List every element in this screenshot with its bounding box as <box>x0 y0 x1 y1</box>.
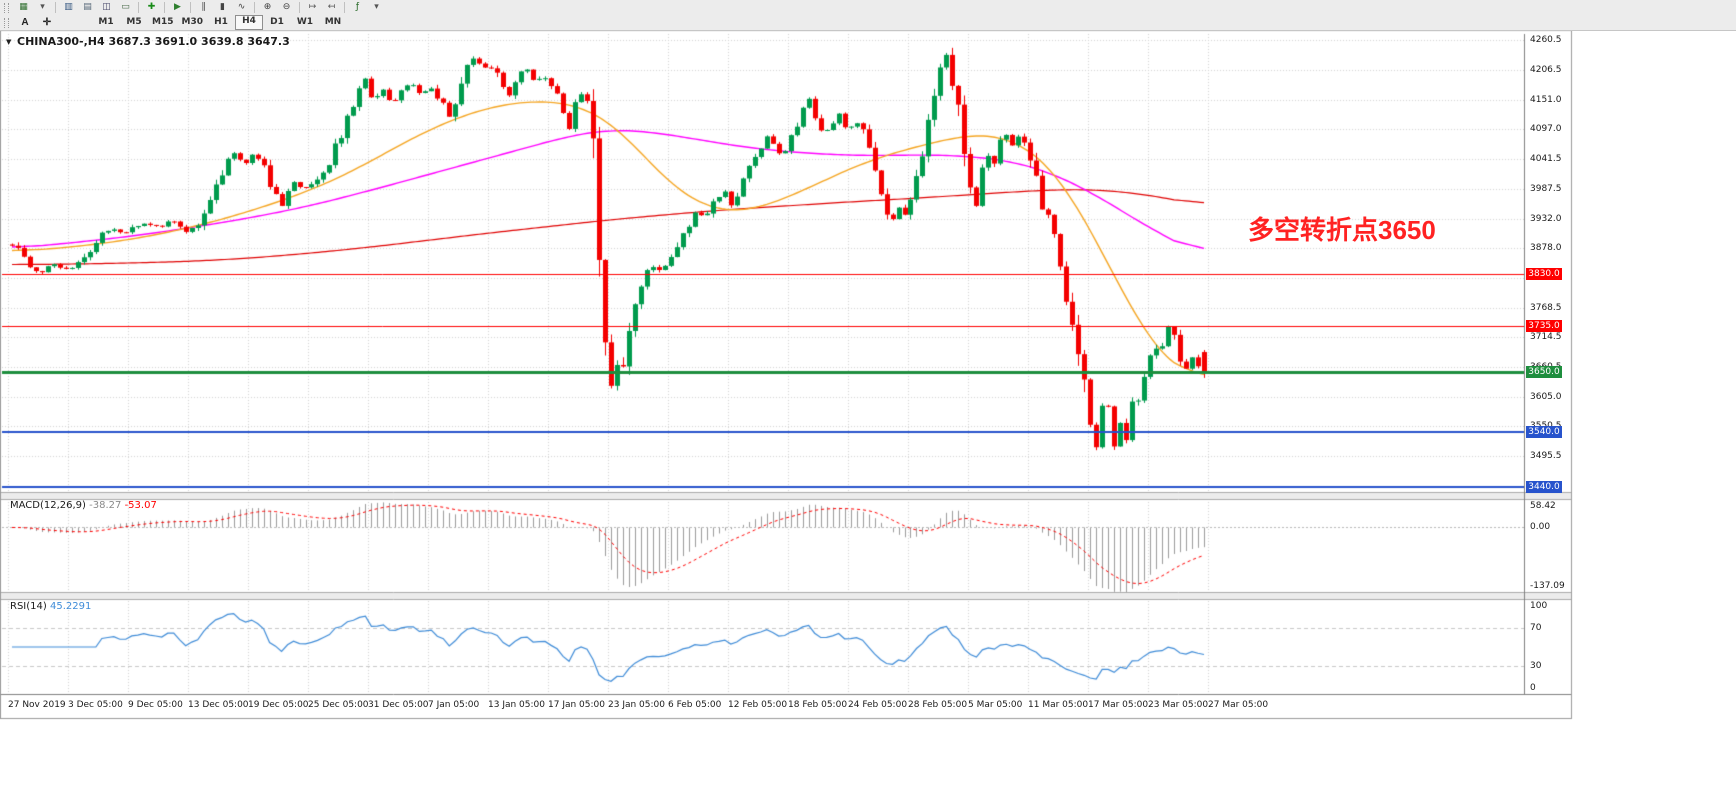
time-axis-label: 12 Feb 05:00 <box>728 700 788 710</box>
timeframe-w1[interactable]: W1 <box>296 17 314 27</box>
macd-value-signal: -53.07 <box>124 500 157 511</box>
chart-bars-icon[interactable]: ∥ <box>201 2 206 12</box>
new-chart-icon[interactable]: ▦ <box>19 2 28 12</box>
templates-icon[interactable]: ▾ <box>374 2 379 12</box>
zoom-out-icon[interactable]: ⊖ <box>282 2 291 12</box>
macd-axis-label: 0.00 <box>1530 522 1551 533</box>
price-tag-3735.0[interactable]: 3735.0 <box>1526 320 1562 333</box>
auto-scroll-icon[interactable]: ↦ <box>308 2 317 12</box>
rsi-axis-label: 30 <box>1530 660 1542 671</box>
toolbar-separator <box>299 2 300 13</box>
time-axis-label: 13 Jan 05:00 <box>488 700 545 710</box>
data-window-icon[interactable]: ▤ <box>83 2 92 12</box>
time-axis-label: 13 Dec 05:00 <box>188 700 249 710</box>
price-tag-3540.0[interactable]: 3540.0 <box>1526 426 1562 439</box>
price-axis-label: 4041.5 <box>1530 154 1562 165</box>
toolbar-separator <box>55 2 56 13</box>
rsi-axis-label: 100 <box>1530 601 1548 611</box>
price-axis-label: 4097.0 <box>1530 124 1562 135</box>
profiles-icon[interactable]: ▾ <box>40 2 45 12</box>
main-toolbar: ▦ ▾ ▥ ▤ ◫ ▭ ✚ ▶ ∥ ▮ ∿ ⊕ ⊖ ↦ ↤ ƒ ▾ A ✛ M1 M5 M15 M30 H1 H4 D1 W1… <box>0 0 1736 31</box>
timeframe-m30[interactable]: M30 <box>181 17 203 27</box>
rsi-name: RSI(14) <box>10 601 47 612</box>
timeframe-mn[interactable]: MN <box>324 17 342 27</box>
timeframe-m5[interactable]: M5 <box>126 17 142 27</box>
chart-title: CHINA300-,H4 3687.3 3691.0 3639.8 3647.3 <box>17 35 290 48</box>
text-tool-button[interactable]: A <box>17 16 33 29</box>
time-axis-label: 18 Feb 05:00 <box>788 700 848 710</box>
time-axis-label: 28 Feb 05:00 <box>908 700 968 710</box>
time-axis-label: 23 Mar 05:00 <box>1148 700 1209 710</box>
zoom-in-icon[interactable]: ⊕ <box>263 2 272 12</box>
time-axis-label: 9 Dec 05:00 <box>128 700 183 710</box>
toolbar-grip-2[interactable] <box>4 17 9 28</box>
price-axis-label: 3714.5 <box>1530 332 1562 343</box>
chart-shift-icon[interactable]: ↤ <box>327 2 336 12</box>
price-axis-label: 4206.5 <box>1530 64 1562 75</box>
rsi-axis-label: 0 <box>1530 683 1536 693</box>
time-axis-label: 19 Dec 05:00 <box>248 700 309 710</box>
macd-value-main: -38.27 <box>89 500 122 511</box>
chart-candles-icon[interactable]: ▮ <box>220 2 225 12</box>
autotrading-icon[interactable]: ▶ <box>174 2 181 12</box>
terminal-icon[interactable]: ▭ <box>121 2 130 12</box>
rsi-label: RSI(14) 45.2291 <box>10 601 91 612</box>
time-axis-label: 17 Jan 05:00 <box>548 700 605 710</box>
timeframe-m1[interactable]: M1 <box>98 17 114 27</box>
time-axis-label: 25 Dec 05:00 <box>308 700 369 710</box>
toolbar-separator <box>164 2 165 13</box>
time-axis-label: 31 Dec 05:00 <box>368 700 429 710</box>
time-axis-label: 27 Nov 2019 <box>8 700 66 710</box>
toolbar-separator <box>190 2 191 13</box>
time-axis-label: 27 Mar 05:00 <box>1208 700 1269 710</box>
timeframe-d1[interactable]: D1 <box>270 17 284 27</box>
time-axis-label: 17 Mar 05:00 <box>1088 700 1149 710</box>
rsi-value: 45.2291 <box>49 601 92 612</box>
symbol-dropdown-caret[interactable]: ▼ <box>6 38 12 46</box>
price-axis-label: 3932.0 <box>1530 213 1562 224</box>
toolbar-separator <box>344 2 345 13</box>
macd-label: MACD(12,26,9) -38.27 -53.07 <box>10 500 157 511</box>
market-watch-icon[interactable]: ▥ <box>64 2 73 12</box>
timeframe-buttons: M1 M5 M15 M30 H1 H4 D1 W1 MN <box>92 15 347 30</box>
time-axis-label: 7 Jan 05:00 <box>428 700 480 710</box>
price-tag-3650.0[interactable]: 3650.0 <box>1526 366 1562 379</box>
time-axis-label: 24 Feb 05:00 <box>848 700 908 710</box>
rsi-axis-label: 70 <box>1530 623 1542 634</box>
chart-line-icon[interactable]: ∿ <box>237 2 246 12</box>
price-tag-3440.0[interactable]: 3440.0 <box>1526 480 1562 493</box>
macd-name: MACD(12,26,9) <box>10 500 86 511</box>
time-axis-label: 6 Feb 05:00 <box>668 700 722 710</box>
timeframe-h4[interactable]: H4 <box>234 15 263 30</box>
toolbar-row-tools: A ✛ M1 M5 M15 M30 H1 H4 D1 W1 MN <box>0 15 1736 30</box>
price-axis-label: 3605.0 <box>1530 391 1562 402</box>
time-axis-label: 3 Dec 05:00 <box>68 700 123 710</box>
price-axis-label: 4151.0 <box>1530 94 1562 105</box>
time-axis-label: 5 Mar 05:00 <box>968 700 1023 710</box>
toolbar-separator <box>254 2 255 13</box>
price-axis-label: 3768.5 <box>1530 302 1562 313</box>
time-axis-label: 23 Jan 05:00 <box>608 700 665 710</box>
price-axis-label: 3495.5 <box>1530 451 1562 462</box>
indicators-icon[interactable]: ƒ <box>355 2 360 12</box>
crosshair-tool-button[interactable]: ✛ <box>39 16 55 29</box>
macd-axis-label: 58.42 <box>1530 501 1556 511</box>
toolbar-row-icons: ▦ ▾ ▥ ▤ ◫ ▭ ✚ ▶ ∥ ▮ ∿ ⊕ ⊖ ↦ ↤ ƒ ▾ <box>0 0 1736 15</box>
macd-axis-label: -137.09 <box>1530 581 1565 591</box>
timeframe-h1[interactable]: H1 <box>214 17 228 27</box>
toolbar-grip[interactable] <box>4 2 9 13</box>
toolbar-separator <box>138 2 139 13</box>
timeframe-m15[interactable]: M15 <box>152 17 174 27</box>
navigator-icon[interactable]: ◫ <box>102 2 111 12</box>
price-axis-label: 4260.5 <box>1530 35 1562 46</box>
annotation-text[interactable]: 多空转折点3650 <box>1248 215 1436 245</box>
toolbar-icons: ▦ ▾ ▥ ▤ ◫ ▭ ✚ ▶ ∥ ▮ ∿ ⊕ ⊖ ↦ ↤ ƒ ▾ <box>14 1 386 14</box>
time-axis-label: 11 Mar 05:00 <box>1028 700 1089 710</box>
price-axis-label: 3987.5 <box>1530 183 1562 194</box>
price-tag-3830.0[interactable]: 3830.0 <box>1526 268 1562 281</box>
new-order-icon[interactable]: ✚ <box>147 2 156 12</box>
price-axis-label: 3878.0 <box>1530 243 1562 254</box>
